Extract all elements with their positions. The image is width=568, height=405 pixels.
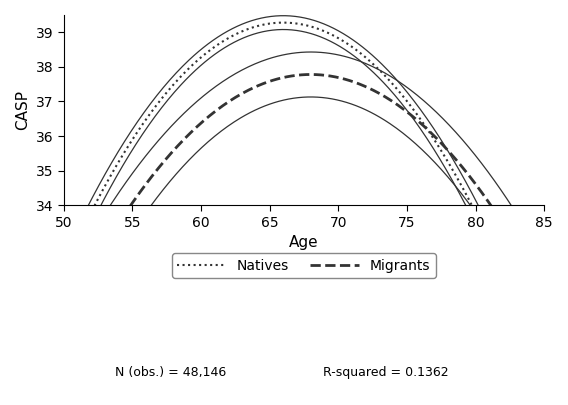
X-axis label: Age: Age — [289, 235, 319, 250]
Text: R-squared = 0.1362: R-squared = 0.1362 — [323, 366, 449, 379]
Migrants — [62, 315, 69, 320]
Migrants — [348, 79, 355, 83]
Natives — [346, 43, 353, 48]
Natives — [348, 44, 355, 49]
Legend: Natives, Migrants: Natives, Migrants — [172, 253, 436, 278]
Migrants — [346, 78, 353, 83]
Line: Natives: Natives — [64, 23, 544, 372]
Migrants — [541, 292, 548, 297]
Line: Migrants: Migrants — [64, 75, 544, 321]
Migrants — [498, 218, 504, 223]
Migrants — [60, 319, 67, 324]
Natives — [541, 370, 548, 375]
Text: N (obs.) = 48,146: N (obs.) = 48,146 — [115, 366, 226, 379]
Migrants — [308, 72, 315, 77]
Natives — [60, 268, 67, 273]
Natives — [281, 20, 287, 25]
Natives — [356, 50, 363, 55]
Natives — [62, 264, 69, 269]
Migrants — [467, 175, 474, 179]
Natives — [467, 200, 474, 205]
Natives — [498, 263, 504, 268]
Migrants — [356, 81, 363, 86]
Y-axis label: CASP: CASP — [15, 90, 30, 130]
